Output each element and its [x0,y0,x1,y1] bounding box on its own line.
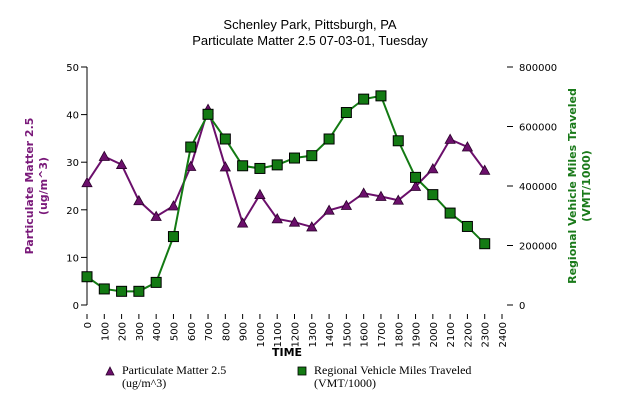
pm25-point [254,188,266,199]
vmt-point [185,141,197,153]
pm25-point [375,190,387,201]
right-axis-label: Regional Vehicle Miles Traveled [566,88,579,284]
pm25-point [340,199,353,210]
left-axis-tick-label: 10 [66,253,79,264]
pm25-line [86,105,486,229]
x-axis-tick-label: 2200 [463,322,474,347]
legend-label-vmt-line1: Regional Vehicle Miles Traveled [314,363,472,377]
square-marker-icon [297,366,307,376]
pm25-point [427,163,439,174]
vmt-point [254,162,266,174]
vmt-point [479,238,491,250]
vmt-point [271,159,283,171]
vmt-point [81,271,93,283]
pm25-point [288,216,301,227]
x-axis-tick-label: 1700 [377,322,388,347]
x-axis-tick-label: 200 [118,322,129,341]
vmt-point [237,160,249,172]
x-axis-tick-label: 2400 [498,322,509,347]
pm25-point [185,160,197,171]
left-axis-tick-label: 30 [66,158,79,169]
x-axis-tick-label: 700 [204,322,215,341]
legend-label-pm25-line1: Particulate Matter 2.5 [122,363,227,377]
vmt-point [358,93,370,105]
pm25-point [479,164,491,175]
pm25-point [357,187,370,198]
pm25-point [133,194,145,206]
right-axis-label: (VMT/1000) [580,150,593,222]
left-axis-tick-label: 20 [66,206,79,217]
pm25-point [98,150,110,161]
vmt-point [375,90,387,102]
vmt-point [289,152,300,164]
left-axis-label: Particulate Matter 2.5 [23,118,36,255]
x-axis-tick-label: 1900 [412,322,423,347]
vmt-line [86,94,486,293]
pm25-point [461,141,474,152]
right-axis-tick-label: 400000 [519,182,557,193]
right-axis-tick-label: 600000 [519,123,557,134]
vmt-point [202,108,214,120]
pm25-point [219,161,232,172]
vmt-point [98,283,110,295]
pm25-point [392,194,404,205]
x-axis-label: TIME [272,346,302,359]
x-axis-tick-label: 2000 [429,322,440,347]
triangle-marker-icon [105,366,115,376]
x-axis-tick-label: 500 [169,322,180,341]
x-axis-tick-label: 600 [187,322,198,341]
pm25-point [323,204,335,215]
x-axis-tick-label: 100 [100,322,111,341]
pm25-point [236,217,249,228]
vmt-point [410,171,422,183]
pm25-point [81,176,93,188]
pm25-point [150,210,162,221]
x-axis-tick-label: 1400 [325,322,336,347]
pm25-point [444,133,456,144]
legend-label-pm25-line2: (ug/m^3) [122,376,167,390]
pm25-point [409,180,422,191]
vmt-point [219,133,231,145]
left-axis-tick-label: 40 [66,111,79,122]
right-axis-tick-label: 0 [519,301,525,312]
pm25-point [115,158,128,169]
vmt-point [116,285,128,297]
legend-label-vmt-line2: (VMT/1000) [314,376,376,390]
chart-title: Schenley Park, Pittsburgh, PA [223,17,397,32]
vmt-point [444,207,456,219]
x-axis-tick-label: 1100 [273,322,284,347]
vmt-point [306,150,318,162]
vmt-point [392,135,404,147]
x-axis-tick-label: 300 [135,322,146,341]
x-axis-tick-label: 2100 [446,322,457,347]
pm25-point [167,200,180,211]
left-axis-tick-label: 0 [73,301,79,312]
pm25-point [271,213,283,224]
vmt-point [461,220,473,232]
pm25-point [306,221,318,232]
left-axis-tick-label: 50 [66,63,79,74]
x-axis-tick-label: 400 [152,322,163,341]
right-axis-tick-label: 200000 [519,242,557,253]
x-axis-tick-label: 2300 [481,322,492,347]
x-axis-tick-label: 900 [239,322,250,341]
vmt-point [323,133,335,145]
vmt-point [340,107,352,119]
left-axis-label: (ug/m^3) [37,157,50,215]
x-axis-tick-label: 800 [221,322,232,341]
x-axis-tick-label: 0 [83,322,94,328]
vmt-point [427,189,439,201]
chart-subtitle: Particulate Matter 2.5 07-03-01, Tuesday [192,33,428,48]
vmt-point [133,285,145,297]
x-axis-tick-label: 1500 [342,322,353,347]
x-axis-tick-label: 1300 [308,322,319,347]
vmt-point [167,231,179,243]
x-axis-tick-label: 1800 [394,322,405,347]
right-axis-tick-label: 800000 [519,63,557,74]
x-axis-tick-label: 1200 [291,322,302,347]
x-axis-tick-label: 1000 [256,322,267,347]
x-axis-tick-label: 1600 [360,322,371,347]
vmt-point [150,276,162,288]
